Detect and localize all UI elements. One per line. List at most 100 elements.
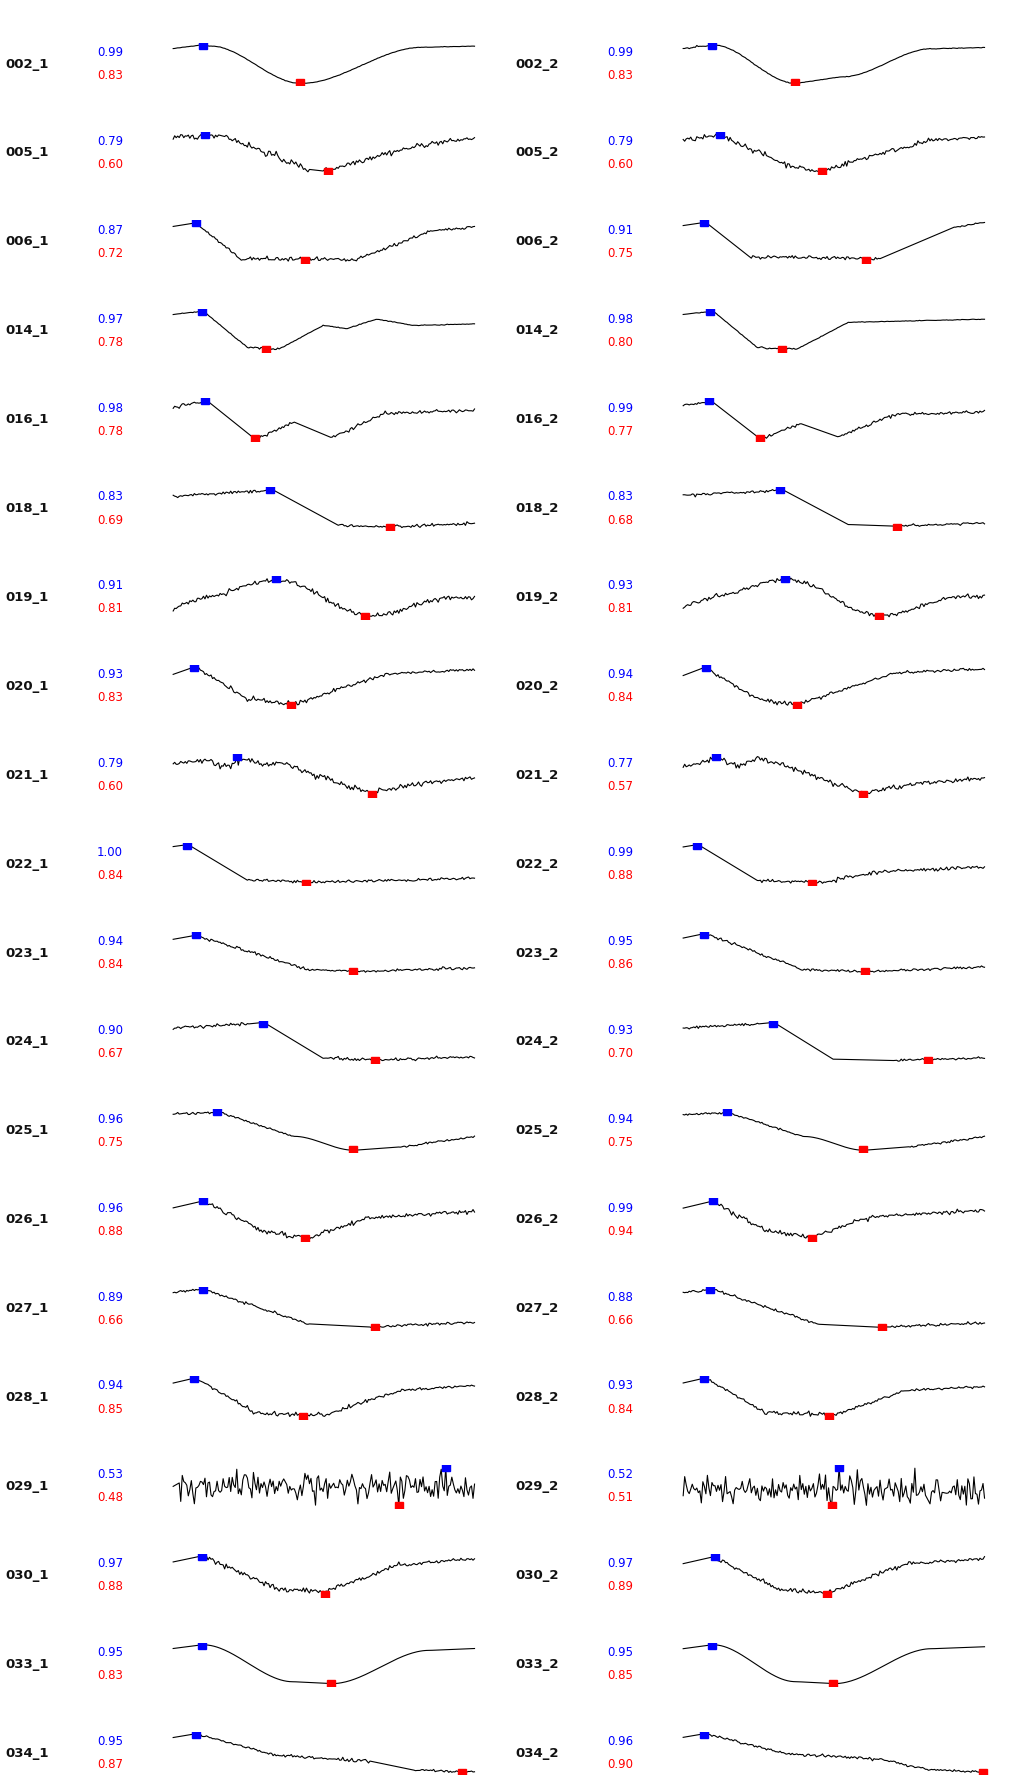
- Text: 0.89: 0.89: [606, 1581, 632, 1593]
- Text: 0.80: 0.80: [606, 336, 632, 348]
- Text: 0.85: 0.85: [606, 1670, 632, 1682]
- Text: 0.94: 0.94: [606, 1225, 633, 1237]
- Text: 0.83: 0.83: [606, 491, 632, 503]
- Text: 0.79: 0.79: [606, 135, 633, 148]
- Text: 022_1: 022_1: [5, 857, 48, 871]
- Text: 021_2: 021_2: [515, 768, 557, 782]
- Text: 0.97: 0.97: [97, 313, 123, 325]
- Text: 0.88: 0.88: [97, 1225, 122, 1237]
- Text: 0.67: 0.67: [97, 1047, 123, 1060]
- Text: 0.83: 0.83: [97, 69, 122, 82]
- Text: 0.84: 0.84: [606, 1403, 632, 1415]
- Text: 0.83: 0.83: [97, 692, 122, 704]
- Text: 0.94: 0.94: [97, 1380, 123, 1392]
- Text: 0.99: 0.99: [97, 46, 123, 59]
- Text: 006_2: 006_2: [515, 235, 558, 249]
- Text: 0.57: 0.57: [606, 781, 632, 793]
- Text: 023_2: 023_2: [515, 946, 558, 960]
- Text: 0.83: 0.83: [97, 1670, 122, 1682]
- Text: 1.00: 1.00: [97, 846, 122, 859]
- Text: 0.69: 0.69: [97, 514, 123, 526]
- Text: 0.66: 0.66: [606, 1314, 633, 1326]
- Text: 025_2: 025_2: [515, 1124, 557, 1138]
- Text: 0.75: 0.75: [606, 247, 632, 260]
- Text: 0.90: 0.90: [606, 1758, 632, 1771]
- Text: 029_2: 029_2: [515, 1479, 557, 1494]
- Text: 0.95: 0.95: [606, 1646, 632, 1659]
- Text: 0.87: 0.87: [97, 224, 122, 236]
- Text: 0.84: 0.84: [97, 958, 122, 971]
- Text: 0.97: 0.97: [606, 1558, 633, 1570]
- Text: 0.99: 0.99: [606, 1202, 633, 1214]
- Text: 002_1: 002_1: [5, 57, 49, 71]
- Text: 0.81: 0.81: [606, 603, 632, 615]
- Text: 024_2: 024_2: [515, 1035, 558, 1049]
- Text: 0.90: 0.90: [97, 1024, 122, 1037]
- Text: 019_2: 019_2: [515, 590, 557, 605]
- Text: 0.88: 0.88: [97, 1581, 122, 1593]
- Text: 0.79: 0.79: [97, 135, 123, 148]
- Text: 0.99: 0.99: [606, 402, 633, 414]
- Text: 0.97: 0.97: [97, 1558, 123, 1570]
- Text: 0.84: 0.84: [97, 869, 122, 882]
- Text: 016_1: 016_1: [5, 412, 49, 427]
- Text: 020_2: 020_2: [515, 679, 558, 693]
- Text: 0.83: 0.83: [97, 491, 122, 503]
- Text: 005_1: 005_1: [5, 146, 49, 160]
- Text: 0.86: 0.86: [606, 958, 632, 971]
- Text: 018_2: 018_2: [515, 501, 558, 516]
- Text: 0.60: 0.60: [97, 781, 122, 793]
- Text: 018_1: 018_1: [5, 501, 49, 516]
- Text: 0.75: 0.75: [97, 1136, 122, 1149]
- Text: 0.89: 0.89: [97, 1291, 122, 1303]
- Text: 0.93: 0.93: [97, 669, 122, 681]
- Text: 0.66: 0.66: [97, 1314, 123, 1326]
- Text: 0.78: 0.78: [97, 336, 122, 348]
- Text: 0.98: 0.98: [606, 313, 632, 325]
- Text: 0.96: 0.96: [97, 1113, 123, 1125]
- Text: 0.99: 0.99: [606, 846, 633, 859]
- Text: 0.60: 0.60: [97, 158, 122, 171]
- Text: 006_1: 006_1: [5, 235, 49, 249]
- Text: 022_2: 022_2: [515, 857, 557, 871]
- Text: 0.85: 0.85: [97, 1403, 122, 1415]
- Text: 0.95: 0.95: [606, 935, 632, 948]
- Text: 0.51: 0.51: [606, 1492, 632, 1504]
- Text: 014_1: 014_1: [5, 324, 49, 338]
- Text: 0.93: 0.93: [606, 1380, 632, 1392]
- Text: 0.94: 0.94: [606, 669, 633, 681]
- Text: 0.96: 0.96: [97, 1202, 123, 1214]
- Text: 005_2: 005_2: [515, 146, 558, 160]
- Text: 0.75: 0.75: [606, 1136, 632, 1149]
- Text: 0.87: 0.87: [97, 1758, 122, 1771]
- Text: 0.48: 0.48: [97, 1492, 122, 1504]
- Text: 025_1: 025_1: [5, 1124, 48, 1138]
- Text: 0.78: 0.78: [97, 425, 122, 437]
- Text: 0.77: 0.77: [606, 425, 633, 437]
- Text: 0.81: 0.81: [97, 603, 122, 615]
- Text: 019_1: 019_1: [5, 590, 48, 605]
- Text: 0.93: 0.93: [606, 1024, 632, 1037]
- Text: 021_1: 021_1: [5, 768, 48, 782]
- Text: 0.95: 0.95: [97, 1735, 122, 1748]
- Text: 0.91: 0.91: [606, 224, 633, 236]
- Text: 0.84: 0.84: [606, 692, 632, 704]
- Text: 014_2: 014_2: [515, 324, 558, 338]
- Text: 0.60: 0.60: [606, 158, 632, 171]
- Text: 0.94: 0.94: [606, 1113, 633, 1125]
- Text: 0.94: 0.94: [97, 935, 123, 948]
- Text: 030_2: 030_2: [515, 1568, 558, 1582]
- Text: 024_1: 024_1: [5, 1035, 49, 1049]
- Text: 026_1: 026_1: [5, 1213, 49, 1227]
- Text: 0.77: 0.77: [606, 757, 633, 770]
- Text: 028_1: 028_1: [5, 1390, 49, 1405]
- Text: 0.88: 0.88: [606, 869, 632, 882]
- Text: 0.72: 0.72: [97, 247, 123, 260]
- Text: 016_2: 016_2: [515, 412, 558, 427]
- Text: 028_2: 028_2: [515, 1390, 558, 1405]
- Text: 030_1: 030_1: [5, 1568, 49, 1582]
- Text: 034_1: 034_1: [5, 1746, 49, 1760]
- Text: 0.52: 0.52: [606, 1469, 632, 1481]
- Text: 033_1: 033_1: [5, 1657, 49, 1671]
- Text: 0.70: 0.70: [606, 1047, 632, 1060]
